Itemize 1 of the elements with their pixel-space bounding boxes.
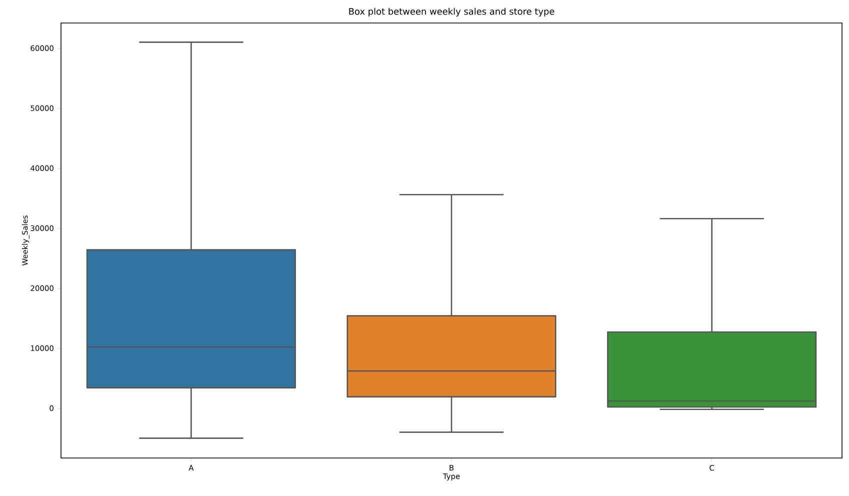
chart-title: Box plot between weekly sales and store type bbox=[349, 8, 554, 16]
